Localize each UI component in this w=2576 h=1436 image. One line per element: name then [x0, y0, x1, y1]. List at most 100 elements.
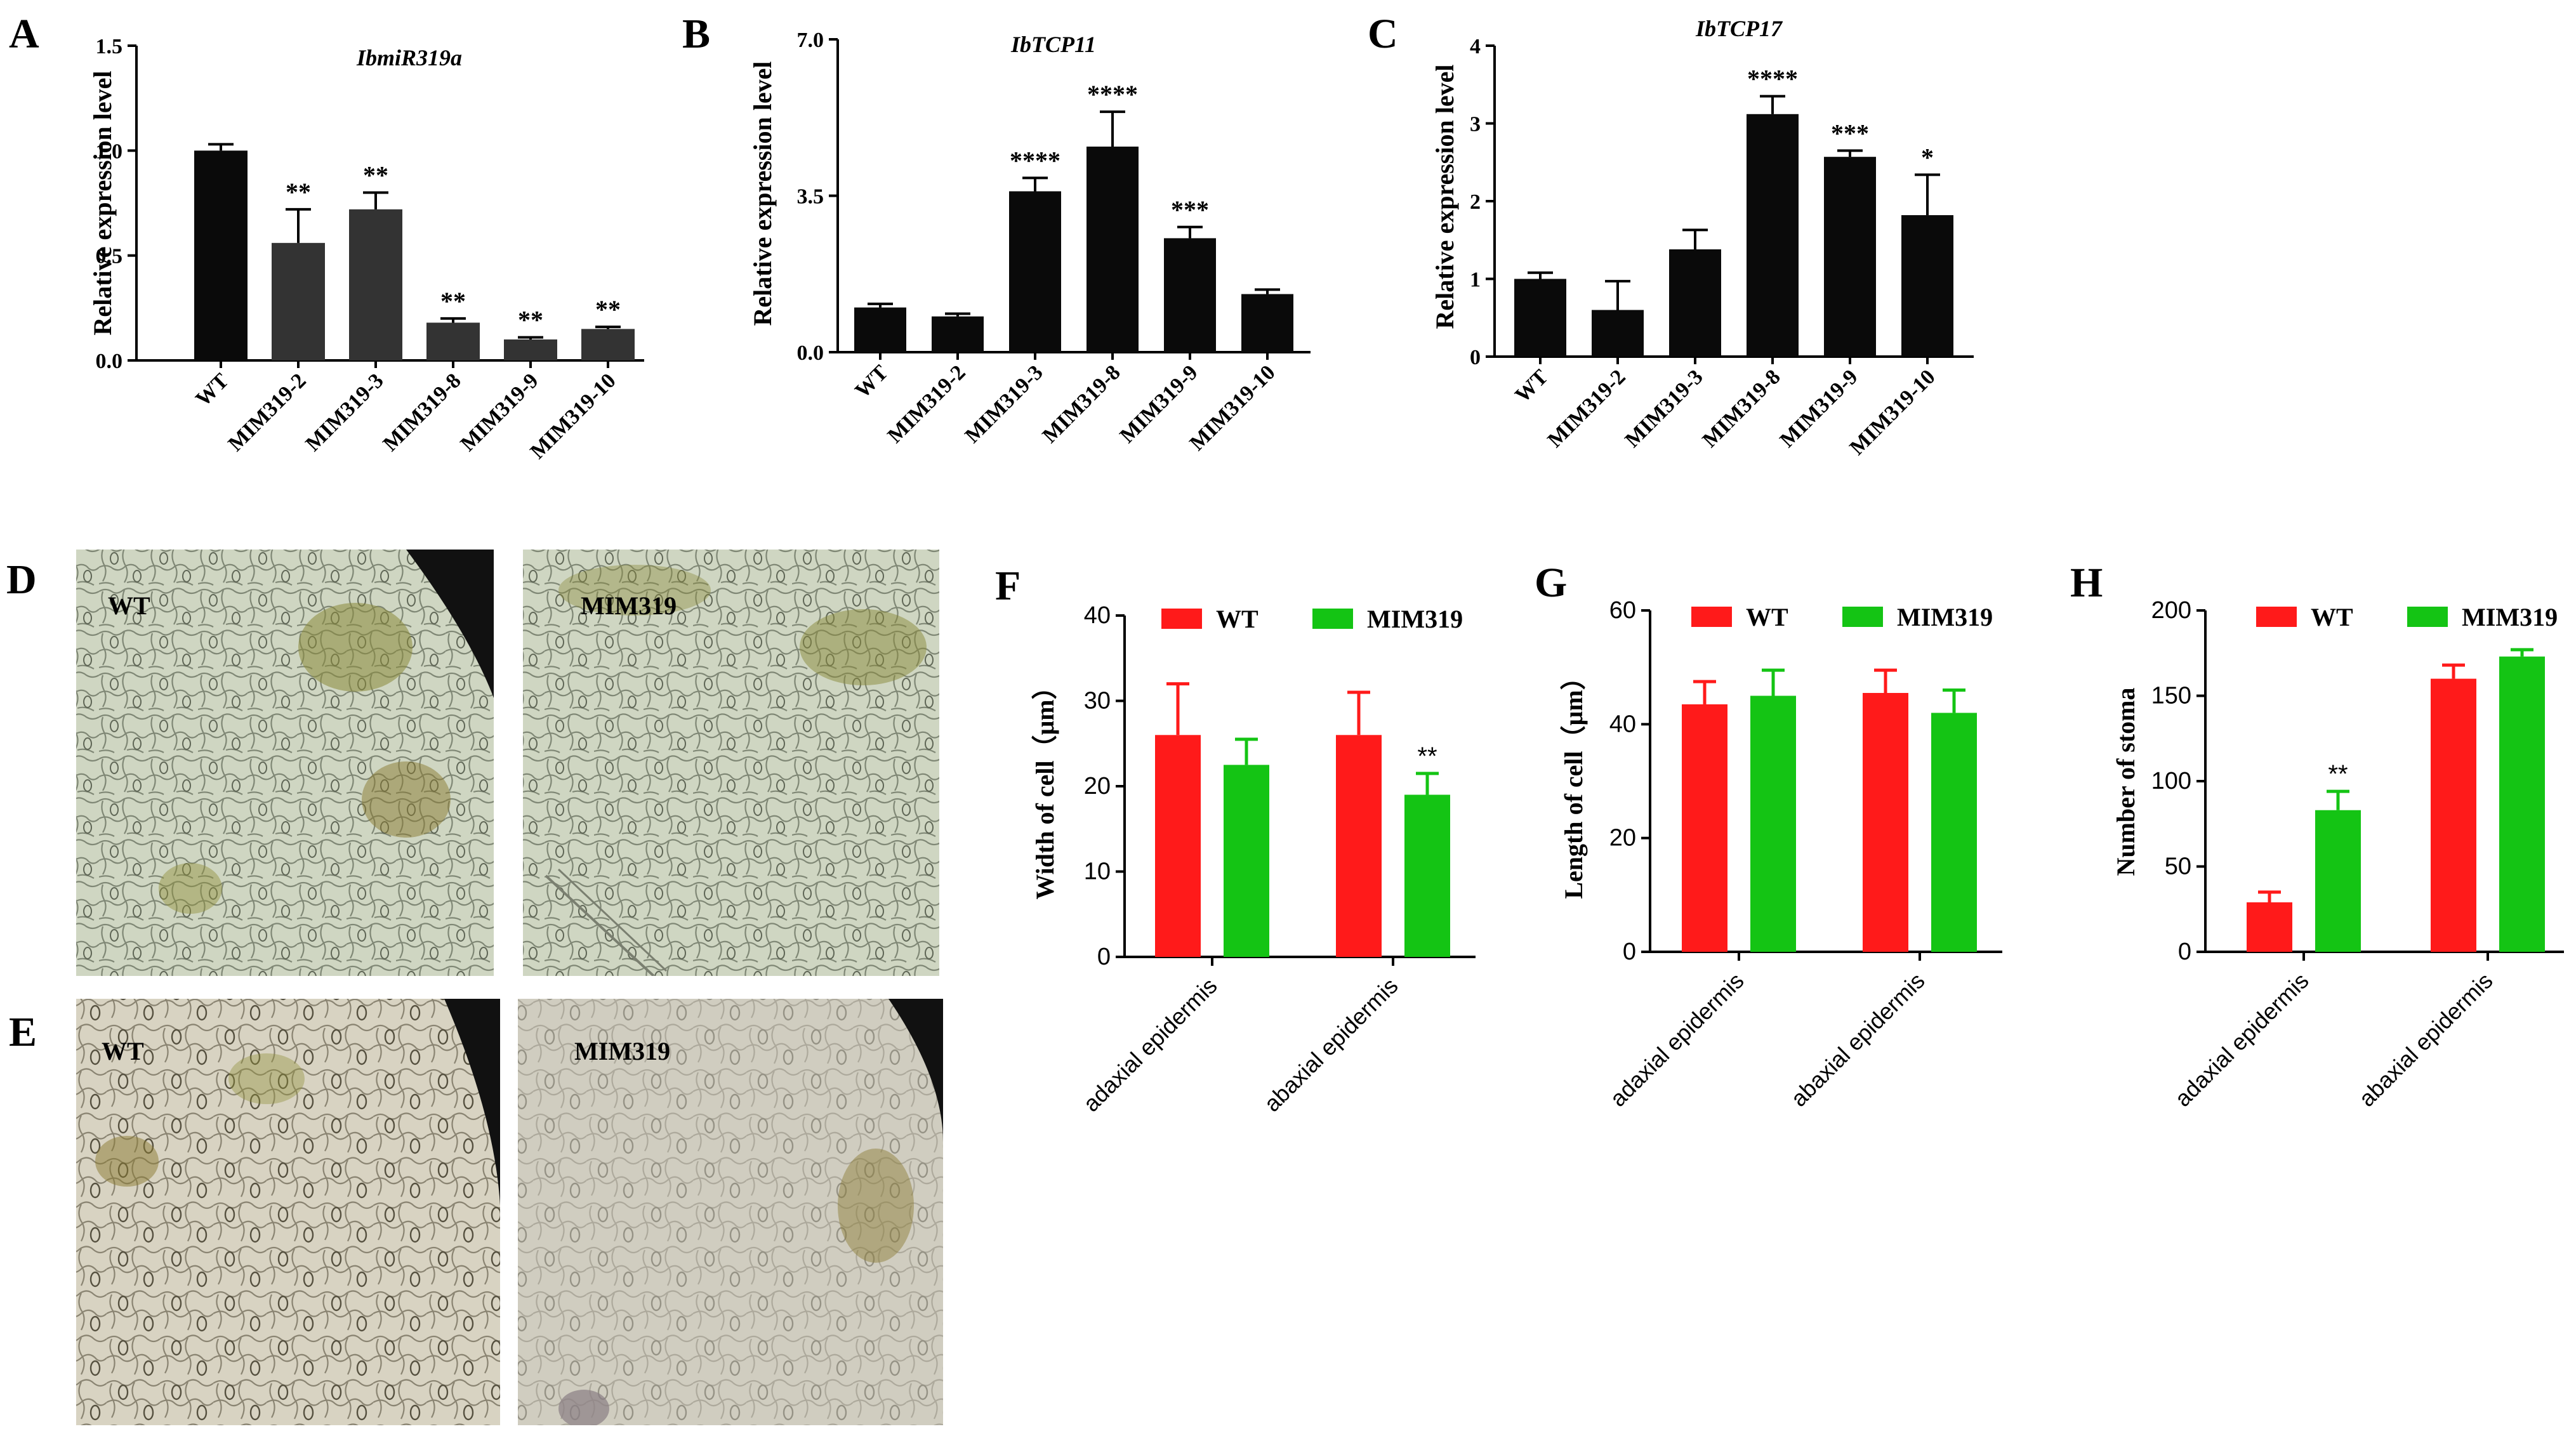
- legend-swatch: [2407, 607, 2448, 627]
- legend-swatch: [1312, 609, 1353, 629]
- x-tick-label: MIM319-2: [224, 369, 311, 456]
- y-tick-label: 100: [2151, 768, 2191, 794]
- x-tick-label: MIM319-2: [1543, 365, 1630, 452]
- chart-panel-h: 0 50 100 150 200 Number of stoma ** adaxial epi…: [2111, 597, 2564, 1112]
- chart-title: IbTCP17: [1695, 16, 1783, 41]
- bar: [2499, 656, 2545, 952]
- x-tick-label: WT: [850, 360, 892, 402]
- y-tick-label: 10: [1084, 859, 1111, 885]
- significance-label: ***: [1831, 119, 1869, 147]
- y-tick-label: 40: [1084, 602, 1111, 629]
- y-tick-label: 20: [1084, 773, 1111, 800]
- significance-label: **: [2328, 760, 2348, 788]
- y-axis-label: Number of stoma: [2111, 687, 2140, 876]
- y-tick-label: 1: [1470, 268, 1481, 292]
- significance-label: **: [1417, 742, 1437, 770]
- x-tick-label: MIM319-3: [301, 369, 388, 456]
- legend-swatch: [1842, 607, 1883, 627]
- y-tick-label: 0.0: [797, 341, 824, 365]
- y-tick-label: 30: [1084, 688, 1111, 715]
- panel-letter-h: H: [2070, 560, 2103, 606]
- significance-label: **: [518, 306, 543, 334]
- significance-label: ***: [1171, 195, 1209, 224]
- y-tick-label: 0.0: [96, 350, 123, 373]
- x-tick-label: adaxial epidermis: [1605, 968, 1749, 1112]
- micrograph-d-mim319: [523, 550, 939, 976]
- micrograph-d-wt: [76, 550, 494, 976]
- panel-letter-c: C: [1368, 11, 1398, 57]
- panel-letter-d: D: [6, 557, 37, 603]
- y-tick-label: 60: [1609, 597, 1636, 624]
- bar: [1750, 695, 1796, 952]
- bar: [426, 322, 480, 360]
- chart-panel-a: 0.0 0.5 1.0 1.5 Relative expression level Ibm…: [88, 35, 644, 464]
- x-tick-label: abaxial epidermis: [2354, 968, 2498, 1112]
- bar: [932, 316, 984, 352]
- bar: [1404, 794, 1450, 957]
- y-tick-label: 1.0: [96, 140, 123, 163]
- legend-label: WT: [2311, 603, 2353, 631]
- significance-label: **: [286, 178, 311, 206]
- legend-swatch: [1161, 609, 1202, 629]
- y-tick-label: 20: [1609, 825, 1636, 852]
- significance-label: ****: [1087, 80, 1138, 109]
- bar: [1824, 157, 1876, 357]
- bar: [1155, 735, 1201, 957]
- chart-panel-f: 0 10 20 30 40 Width of cell（μm） adaxial epider…: [1031, 602, 1476, 1117]
- bar: [1682, 704, 1727, 952]
- significance-label: **: [363, 161, 388, 189]
- bar: [1863, 693, 1908, 952]
- y-axis-label: Width of cell（μm）: [1031, 674, 1059, 899]
- y-tick-label: 0.5: [96, 245, 123, 268]
- bar: [1224, 765, 1269, 957]
- y-tick-label: 1.5: [96, 35, 123, 58]
- bar: [581, 329, 635, 360]
- micrograph-e-mim319: [518, 999, 943, 1425]
- micrograph-d-wt-label: WT: [108, 591, 150, 620]
- significance-label: ****: [1010, 146, 1060, 175]
- bar: [1747, 114, 1799, 357]
- bar: [1931, 713, 1977, 952]
- bar: [1669, 249, 1721, 357]
- x-tick-label: abaxial epidermis: [1786, 968, 1930, 1112]
- y-tick-label: 0: [1470, 346, 1481, 369]
- significance-label: ****: [1747, 65, 1798, 93]
- y-tick-label: 4: [1470, 35, 1481, 58]
- micrograph-e-mim319-label: MIM319: [574, 1037, 670, 1065]
- chart-panel-b: 0.0 3.5 7.0 Relative expression level IbTCP1…: [748, 29, 1311, 456]
- x-tick-label: MIM319-8: [1698, 365, 1785, 452]
- bar: [1009, 191, 1061, 352]
- x-tick-label: MIM319-2: [883, 360, 970, 447]
- y-tick-label: 3: [1470, 113, 1481, 136]
- bar: [1901, 215, 1953, 357]
- bar: [1592, 310, 1644, 357]
- panel-letter-b: B: [682, 11, 710, 57]
- legend-swatch: [1691, 607, 1732, 627]
- legend-label: MIM319: [1367, 605, 1463, 633]
- x-tick-label: MIM319-8: [1038, 360, 1125, 447]
- y-axis-label: Relative expression level: [1430, 65, 1459, 329]
- significance-label: **: [440, 287, 466, 315]
- significance-label: **: [595, 295, 621, 324]
- legend-label: WT: [1746, 603, 1788, 631]
- x-tick-label: MIM319-8: [379, 369, 466, 456]
- x-tick-label: adaxial epidermis: [2170, 968, 2314, 1112]
- y-tick-label: 0: [2178, 939, 2191, 965]
- y-tick-label: 2: [1470, 190, 1481, 214]
- micrograph-e-wt-label: WT: [102, 1037, 144, 1065]
- chart-panel-g: 0 20 40 60 Length of cell（μm） adaxial epiderm…: [1559, 597, 2002, 1112]
- bar: [1087, 147, 1139, 352]
- y-tick-label: 40: [1609, 711, 1636, 737]
- y-tick-label: 150: [2151, 683, 2191, 709]
- y-tick-label: 7.0: [797, 29, 824, 52]
- y-axis-label: Relative expression level: [748, 62, 777, 326]
- significance-label: *: [1921, 143, 1934, 171]
- y-axis-label: Length of cell（μm）: [1559, 664, 1588, 899]
- panel-letter-e: E: [9, 1009, 37, 1055]
- y-tick-label: 200: [2151, 597, 2191, 624]
- bar: [2247, 902, 2292, 952]
- legend-label: MIM319: [1897, 603, 1993, 631]
- bar: [1164, 238, 1216, 352]
